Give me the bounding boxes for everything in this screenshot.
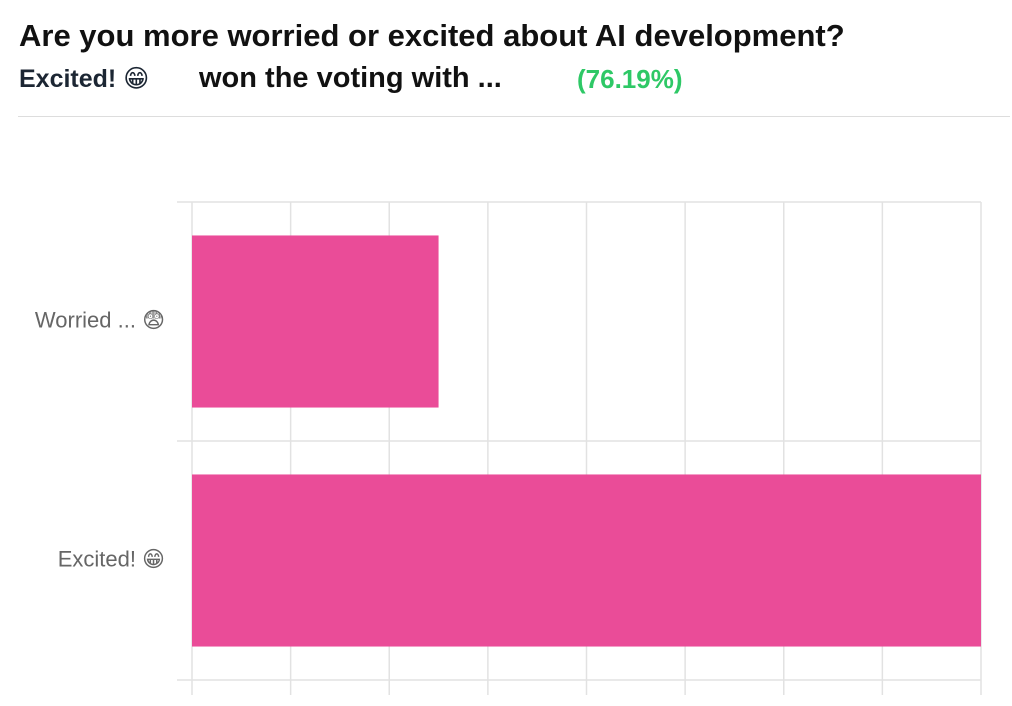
y-tick-label: Worried ... 😨 [35,307,165,332]
percent: (76.19%) [577,64,683,94]
bar [192,474,981,647]
result-text: won the voting with ... [199,62,502,94]
y-tick-label: Excited! 😁 [58,546,165,571]
question: Are you more worried or excited about AI… [19,18,845,53]
bar [192,235,439,408]
winner: Excited! 😁 [19,65,150,93]
divider [18,116,1010,117]
